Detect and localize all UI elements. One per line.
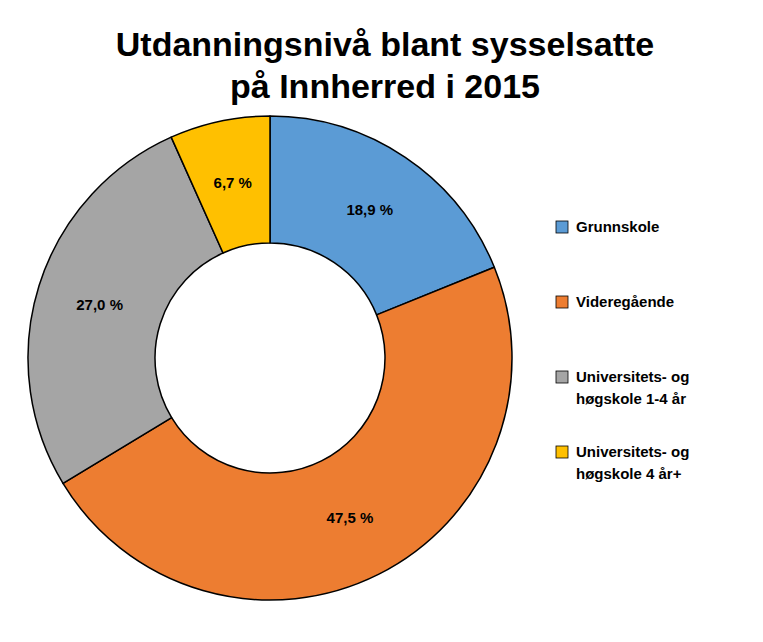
data-label: 47,5 % — [327, 509, 374, 526]
legend-swatch — [556, 371, 568, 383]
data-labels: 18,9 % 47,5 % 27,0 % 6,7 % — [76, 174, 393, 525]
legend-label: Grunnskole — [576, 218, 659, 235]
legend-label: Videregående — [576, 293, 674, 310]
chart-title: Utdanningsnivå blant sysselsattepå Innhe… — [116, 25, 655, 105]
legend-label: Universitets- oghøgskole 4 år+ — [576, 443, 689, 482]
data-label: 6,7 % — [214, 174, 252, 191]
slices — [28, 116, 512, 600]
legend-swatch — [556, 296, 568, 308]
donut-slice — [171, 116, 270, 253]
legend-swatch — [556, 221, 568, 233]
legend: Grunnskole Videregående Universitets- oghø… — [556, 218, 689, 482]
legend-label: Universitets- oghøgskole 1-4 år — [576, 368, 689, 407]
legend-swatch — [556, 446, 568, 458]
chart-container: Utdanningsnivå blant sysselsattepå Innhe… — [0, 0, 763, 642]
chart-svg: Utdanningsnivå blant sysselsattepå Innhe… — [0, 0, 763, 642]
data-label: 18,9 % — [346, 201, 393, 218]
data-label: 27,0 % — [76, 296, 123, 313]
